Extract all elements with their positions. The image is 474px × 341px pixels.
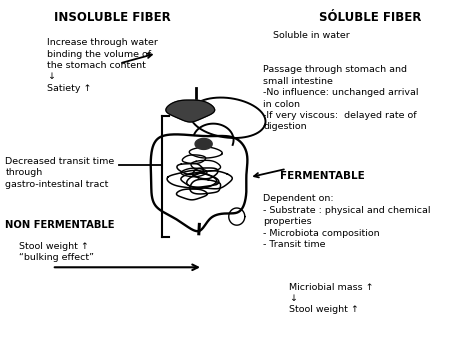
Text: Increase through water
binding the volume of
the stomach content
↓
Satiety ↑: Increase through water binding the volum… bbox=[47, 38, 158, 93]
Text: Soluble in water: Soluble in water bbox=[273, 31, 349, 40]
Text: Passage through stomach and
small intestine
-No influence: unchanged arrival
in : Passage through stomach and small intest… bbox=[264, 65, 419, 132]
Text: FERMENTABLE: FERMENTABLE bbox=[280, 170, 365, 180]
Text: Decreased transit time
through
gastro-intestinal tract: Decreased transit time through gastro-in… bbox=[5, 157, 115, 189]
Polygon shape bbox=[195, 138, 212, 149]
Polygon shape bbox=[166, 100, 215, 122]
Text: Micriobial mass ↑
↓
Stool weight ↑: Micriobial mass ↑ ↓ Stool weight ↑ bbox=[289, 283, 374, 314]
Text: SÓLUBLE FIBER: SÓLUBLE FIBER bbox=[319, 11, 421, 24]
Text: Dependent on:
- Substrate : physical and chemical
properties
- Microbiota compos: Dependent on: - Substrate : physical and… bbox=[264, 194, 431, 249]
Text: INSOLUBLE FIBER: INSOLUBLE FIBER bbox=[54, 11, 171, 24]
Text: Stool weight ↑
“bulking effect”: Stool weight ↑ “bulking effect” bbox=[19, 242, 94, 262]
Text: NON FERMENTABLE: NON FERMENTABLE bbox=[5, 220, 115, 230]
